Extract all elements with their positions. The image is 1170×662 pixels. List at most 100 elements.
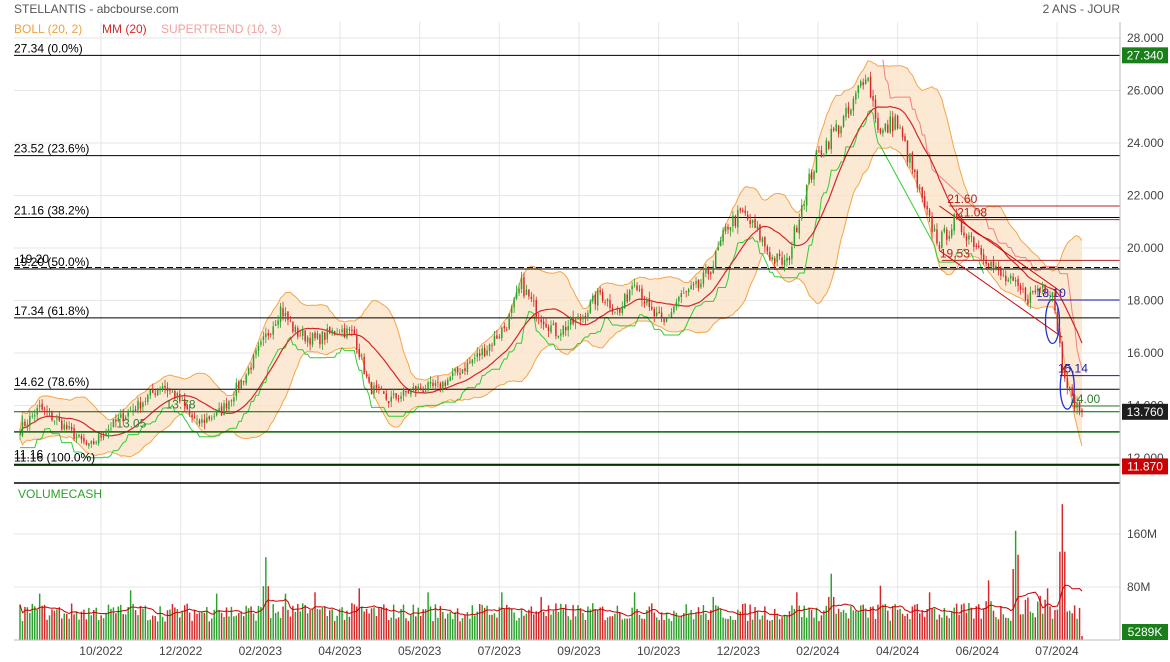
candle	[498, 333, 501, 340]
volume-bar	[242, 616, 245, 640]
candle	[149, 389, 152, 400]
mm-line	[19, 105, 1083, 437]
candle	[493, 331, 496, 346]
volume-bar	[233, 616, 235, 640]
volume-bar	[1066, 611, 1068, 640]
candle	[383, 390, 385, 395]
candle	[193, 411, 196, 419]
candle	[1049, 291, 1051, 302]
volume-bar	[584, 620, 587, 640]
volume-bar	[891, 606, 894, 640]
volume-bar	[343, 619, 346, 640]
candle	[533, 294, 535, 307]
candle	[660, 307, 663, 323]
volume-bar	[950, 612, 953, 640]
candle	[1002, 268, 1005, 278]
candle	[589, 299, 592, 314]
volume-bar	[791, 605, 793, 640]
volume-bar	[926, 608, 928, 640]
volume-bar	[685, 604, 687, 640]
volume-bar	[690, 609, 692, 640]
volume-bar	[474, 615, 476, 640]
volume-bar	[176, 608, 179, 640]
volume-bar	[429, 606, 432, 640]
candle	[896, 114, 899, 130]
volume-bar	[34, 606, 36, 640]
volume-bar	[887, 610, 889, 640]
volume-bar	[88, 607, 90, 640]
candle	[852, 96, 855, 117]
candle	[306, 335, 309, 347]
candle	[97, 433, 100, 447]
volume-bar	[840, 611, 842, 640]
volume-bar	[773, 608, 776, 640]
candle	[914, 168, 916, 178]
volume-bar	[1027, 597, 1029, 640]
volume-bar	[63, 613, 65, 640]
volume-bar	[115, 613, 117, 640]
candle	[186, 404, 188, 411]
volume-bar	[129, 590, 132, 640]
volume-bar	[456, 608, 459, 640]
candle	[289, 316, 292, 323]
candle	[1076, 396, 1078, 415]
volume-bar	[380, 608, 383, 640]
candle	[697, 279, 700, 292]
candle	[331, 327, 333, 336]
candle	[58, 412, 61, 423]
candle	[343, 323, 346, 339]
volume-bar	[837, 608, 840, 640]
candle	[872, 89, 874, 107]
volume-bar	[265, 557, 267, 640]
candle	[191, 411, 193, 423]
volume-bar	[476, 611, 478, 640]
candle	[823, 153, 825, 158]
candle	[230, 399, 233, 407]
volume-bar	[1078, 607, 1081, 640]
volume-bar	[471, 605, 474, 640]
volume-bar	[798, 605, 801, 640]
candle	[901, 126, 904, 141]
candle	[314, 330, 316, 341]
volume-bar	[864, 608, 867, 640]
candle	[820, 145, 823, 158]
candle	[36, 404, 38, 421]
candle	[415, 385, 417, 397]
candle	[333, 330, 336, 336]
volume-bar	[405, 618, 407, 640]
volume-bar	[70, 603, 73, 640]
candle	[719, 236, 722, 247]
volume-bar	[616, 605, 619, 640]
volume-bar	[552, 610, 555, 640]
volume-bar	[331, 609, 333, 640]
volume-bar	[132, 604, 134, 640]
candle	[808, 168, 810, 185]
volume-bar	[250, 606, 252, 640]
volume-bar	[960, 604, 963, 640]
candle	[987, 262, 990, 269]
candle	[810, 169, 813, 183]
candle	[515, 285, 518, 301]
candle	[272, 321, 274, 340]
volume-tick-label: 80M	[1127, 580, 1150, 594]
volume-bar	[422, 609, 424, 640]
volume-bar	[911, 606, 914, 640]
volume-bar	[97, 620, 100, 640]
candle	[1032, 290, 1034, 295]
volume-bar	[434, 604, 437, 640]
volume-bar	[835, 613, 837, 640]
candle	[891, 111, 894, 137]
volume-bar	[1061, 504, 1064, 640]
volume-bar	[923, 616, 926, 640]
volume-bars	[19, 504, 1083, 640]
candle	[510, 304, 513, 320]
volume-bar	[894, 604, 896, 640]
candle	[75, 433, 78, 443]
candle	[565, 321, 567, 336]
candle	[176, 391, 179, 400]
candle	[963, 226, 965, 239]
candle	[663, 318, 665, 326]
candle	[874, 95, 877, 123]
candle	[279, 303, 282, 328]
candle	[759, 223, 761, 243]
